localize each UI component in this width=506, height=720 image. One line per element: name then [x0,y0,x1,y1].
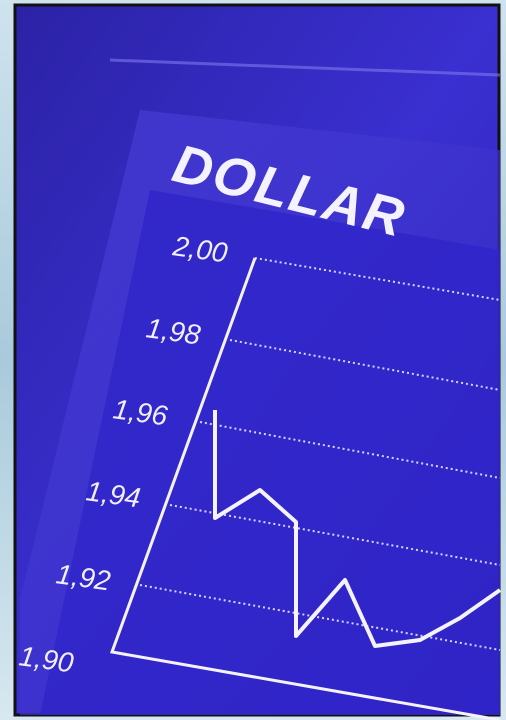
photo: DOLLAR 2,00 1,98 1,96 1,94 1,92 1,90 [0,0,506,720]
page: DOLLAR 2,00 1,98 1,96 1,94 1,92 1,90 (()… [0,0,506,720]
